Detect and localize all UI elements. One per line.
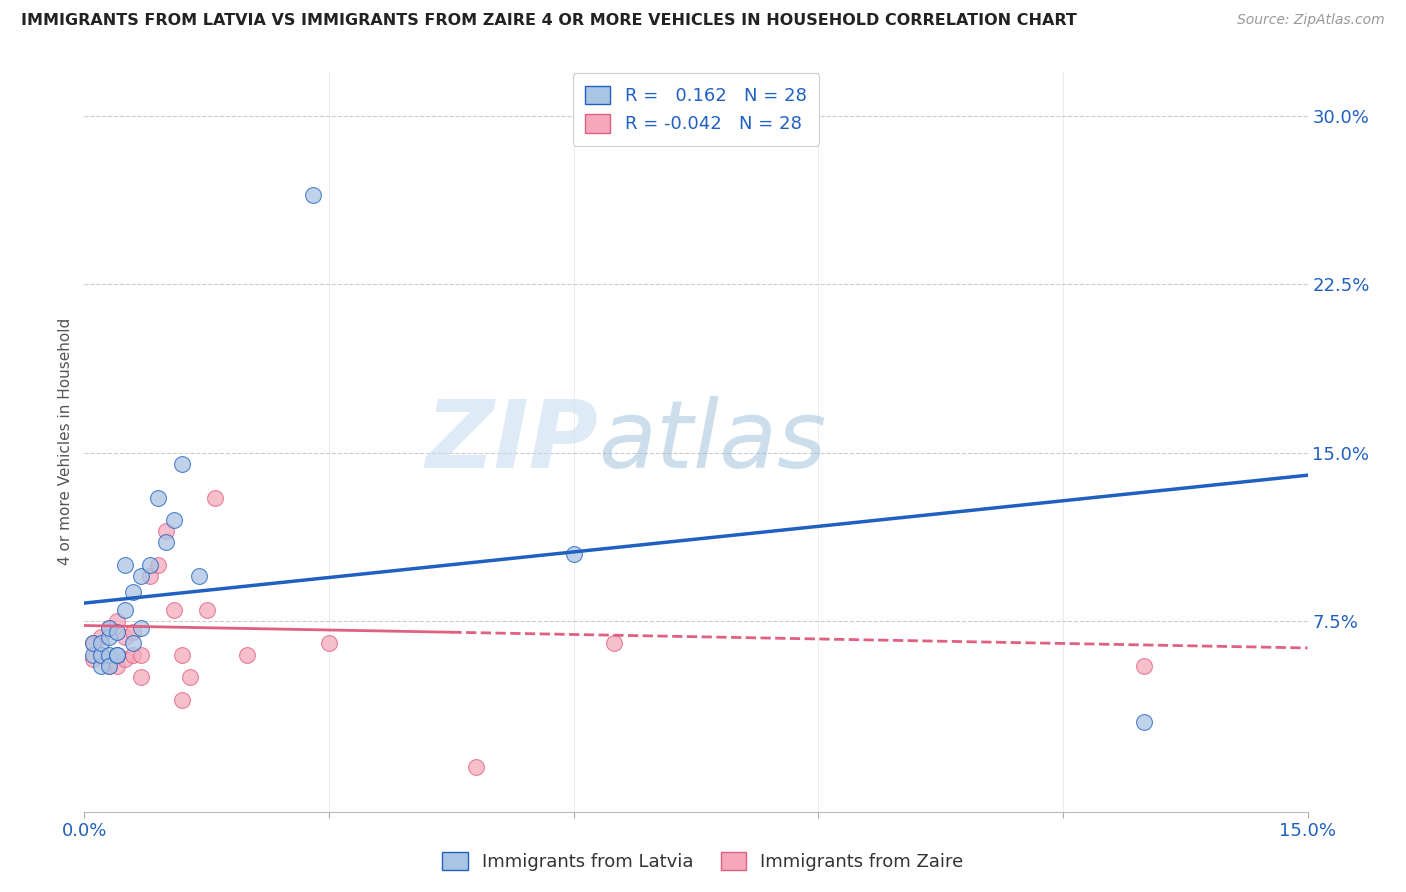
Legend: R =   0.162   N = 28, R = -0.042   N = 28: R = 0.162 N = 28, R = -0.042 N = 28 — [572, 73, 820, 146]
Point — [464, 760, 486, 774]
Point — [187, 569, 209, 583]
Point — [97, 648, 120, 662]
Point — [82, 636, 104, 650]
Point — [105, 625, 128, 640]
Point — [172, 648, 194, 662]
Point — [97, 621, 120, 635]
Point — [122, 625, 145, 640]
Point — [105, 648, 128, 662]
Point — [114, 558, 136, 572]
Point — [105, 659, 128, 673]
Point — [114, 630, 136, 644]
Point — [155, 524, 177, 539]
Point — [90, 648, 112, 662]
Text: IMMIGRANTS FROM LATVIA VS IMMIGRANTS FROM ZAIRE 4 OR MORE VEHICLES IN HOUSEHOLD : IMMIGRANTS FROM LATVIA VS IMMIGRANTS FRO… — [21, 13, 1077, 29]
Text: atlas: atlas — [598, 396, 827, 487]
Point — [179, 670, 201, 684]
Point — [114, 603, 136, 617]
Point — [114, 652, 136, 666]
Point — [1133, 659, 1156, 673]
Point — [131, 670, 153, 684]
Point — [122, 585, 145, 599]
Y-axis label: 4 or more Vehicles in Household: 4 or more Vehicles in Household — [58, 318, 73, 566]
Point — [204, 491, 226, 505]
Point — [172, 692, 194, 706]
Point — [172, 457, 194, 471]
Point — [90, 636, 112, 650]
Point — [301, 187, 323, 202]
Point — [318, 636, 340, 650]
Text: Source: ZipAtlas.com: Source: ZipAtlas.com — [1237, 13, 1385, 28]
Point — [146, 558, 169, 572]
Point — [236, 648, 259, 662]
Point — [163, 603, 186, 617]
Point — [82, 652, 104, 666]
Point — [82, 636, 104, 650]
Point — [105, 614, 128, 628]
Point — [97, 659, 120, 673]
Point — [97, 659, 120, 673]
Point — [82, 648, 104, 662]
Point — [163, 513, 186, 527]
Point — [131, 648, 153, 662]
Point — [146, 491, 169, 505]
Point — [603, 636, 626, 650]
Legend: Immigrants from Latvia, Immigrants from Zaire: Immigrants from Latvia, Immigrants from … — [434, 845, 972, 879]
Point — [122, 648, 145, 662]
Point — [138, 569, 160, 583]
Point — [138, 558, 160, 572]
Point — [90, 630, 112, 644]
Point — [97, 621, 120, 635]
Point — [97, 630, 120, 644]
Point — [122, 636, 145, 650]
Point — [1133, 714, 1156, 729]
Point — [131, 621, 153, 635]
Point — [562, 547, 585, 561]
Point — [90, 648, 112, 662]
Point — [90, 659, 112, 673]
Point — [131, 569, 153, 583]
Text: ZIP: ZIP — [425, 395, 598, 488]
Point — [155, 535, 177, 549]
Point — [195, 603, 218, 617]
Point — [105, 648, 128, 662]
